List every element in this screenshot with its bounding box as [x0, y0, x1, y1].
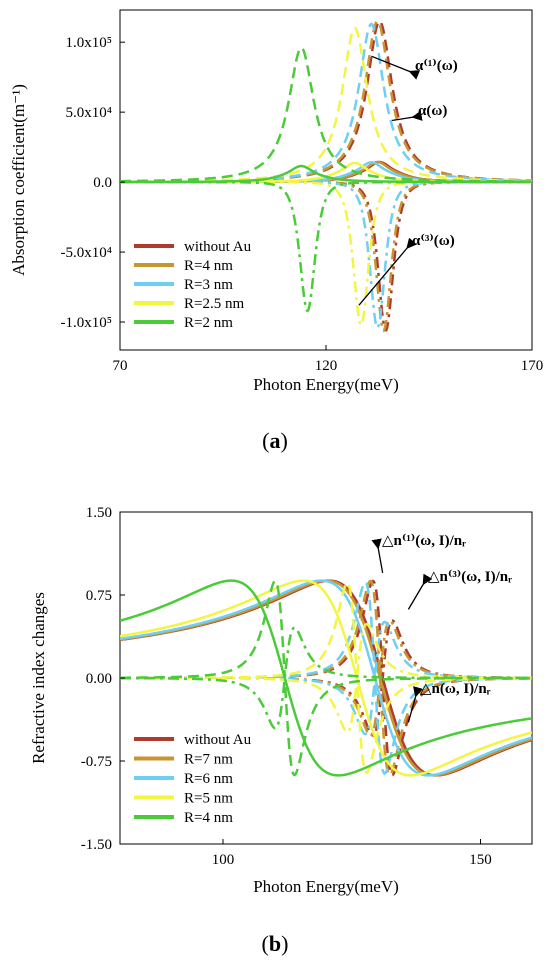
annotation-label: △n⁽¹⁾(ω, I)/nᵣ	[382, 533, 466, 549]
panel-b-label: (b)	[262, 931, 289, 956]
panel-b-xlabel: Photon Energy(meV)	[253, 877, 399, 896]
panel-a-ylabel: Absorption coefficient(m⁻¹)	[9, 84, 28, 276]
series-line-first-order	[120, 20, 532, 183]
series-line-total	[120, 164, 532, 184]
legend-label: R=3 nm	[184, 277, 233, 293]
legend-label: without Au	[184, 239, 252, 255]
panel-b-curves	[120, 579, 532, 777]
annotation-arrow	[358, 237, 418, 306]
panel-a-ticks: 70 120 170 1.0x10⁵ 5.0x10⁴ 0.0 -5.0x10⁴ -1.0x10…	[61, 35, 544, 374]
annotation-label: △n⁽³⁾(ω, I)/nᵣ	[428, 569, 512, 585]
series-line-first-order	[120, 19, 532, 183]
panel-a-curves	[120, 19, 532, 333]
x-tick-label: 100	[212, 852, 235, 868]
x-tick-label: 170	[521, 358, 544, 374]
annotation-label: α⁽³⁾(ω)	[412, 233, 455, 249]
y-tick-label: 5.0x10⁴	[66, 105, 112, 121]
panel-b-ticks: 100 150 1.50 0.75 0.00 -0.75 -1.50	[81, 505, 492, 868]
legend-label: R=5 nm	[184, 791, 233, 807]
legend-label: R=2 nm	[184, 315, 233, 331]
panel-a-xlabel: Photon Energy(meV)	[253, 375, 399, 394]
legend-label: without Au	[184, 732, 252, 748]
y-tick-label: -1.50	[81, 837, 112, 853]
series-line-third-order	[120, 180, 532, 329]
y-tick-label: -1.0x10⁵	[61, 315, 112, 331]
series-line-total	[120, 579, 532, 777]
y-tick-label: -0.75	[81, 754, 112, 770]
x-tick-label: 150	[469, 852, 492, 868]
series-line-first-order	[120, 46, 532, 183]
x-tick-label: 120	[315, 358, 338, 374]
legend-label: R=4 nm	[184, 258, 233, 274]
series-line-third-order	[120, 180, 532, 332]
panel-b-legend: without Au R=7 nm R=6 nm R=5 nm R=4 nm	[134, 732, 252, 826]
y-tick-label: 0.75	[86, 588, 112, 604]
legend-label: R=6 nm	[184, 771, 233, 787]
annotation-arrow	[407, 573, 433, 610]
y-tick-label: 0.00	[86, 671, 112, 687]
annotation-label: α(ω)	[418, 103, 447, 119]
series-line-first-order	[120, 22, 532, 183]
legend-label: R=7 nm	[184, 752, 233, 768]
annotation-arrow	[391, 110, 423, 122]
annotation-label: △n(ω, I)/nᵣ	[420, 681, 491, 697]
series-line-total	[120, 579, 532, 777]
panel-a-label: (a)	[262, 428, 288, 453]
panel-b-chart: 100 150 1.50 0.75 0.00 -0.75 -1.50 without Au R…	[29, 505, 533, 956]
series-line-first-order	[120, 26, 532, 183]
series-line-third-order	[120, 180, 532, 333]
annotation-arrow	[371, 538, 384, 573]
panel-a-chart: 70 120 170 1.0x10⁵ 5.0x10⁴ 0.0 -5.0x10⁴ -1.0x10…	[9, 9, 544, 453]
annotation-arrow	[371, 55, 421, 80]
annotation-arrow	[407, 686, 424, 723]
y-tick-label: 1.0x10⁵	[66, 35, 112, 51]
panel-b-annotations: △n⁽¹⁾(ω, I)/nᵣ △n⁽³⁾(ω, I)/nᵣ △n(ω, I)/nᵣ	[371, 533, 512, 723]
series-line-first-order	[120, 579, 532, 777]
annotation-label: α⁽¹⁾(ω)	[415, 58, 458, 74]
panel-b-ylabel: Refractive index changes	[29, 592, 48, 764]
legend-label: R=2.5 nm	[184, 296, 244, 312]
series-line-total	[120, 579, 532, 777]
legend-label: R=4 nm	[184, 810, 233, 826]
series-line-third-order	[120, 180, 532, 312]
y-tick-label: -5.0x10⁴	[61, 245, 112, 261]
panel-a-legend: without Au R=4 nm R=3 nm R=2.5 nm R=2 nm	[134, 239, 252, 331]
x-tick-label: 70	[113, 358, 128, 374]
y-tick-label: 0.0	[93, 175, 112, 191]
y-tick-label: 1.50	[86, 505, 112, 521]
series-line-third-order	[120, 626, 532, 730]
panel-a-annotations: α⁽¹⁾(ω) α(ω) α⁽³⁾(ω)	[358, 55, 458, 306]
series-line-third-order	[120, 180, 532, 326]
